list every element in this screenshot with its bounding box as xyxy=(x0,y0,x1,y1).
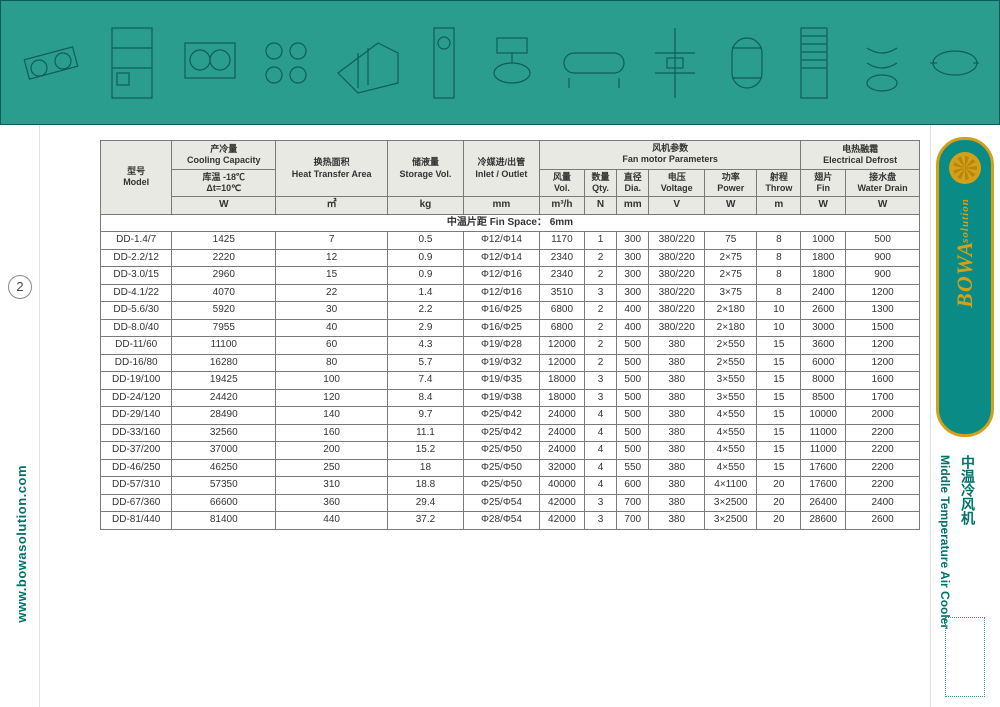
table-unit-row: W㎡kgmm m³/hNmmV WmWW xyxy=(101,197,920,215)
section-row: 中温片距 Fin Space： 6mm xyxy=(101,214,920,232)
product-subtitle-cn: 中温冷风机 xyxy=(958,455,978,525)
decorative-box xyxy=(945,617,985,697)
table-row: DD-67/3606660036029.4Φ25/Φ54420003700380… xyxy=(101,494,920,512)
schematic-icon xyxy=(256,23,310,103)
table-row: DD-8.0/407955402.9Φ16/Φ2568002400380/220… xyxy=(101,319,920,337)
table-row: DD-24/120244201208.4Φ19/Φ381800035003803… xyxy=(101,389,920,407)
schematic-icon xyxy=(482,23,536,103)
left-gutter: 2 www.bowasolution.com xyxy=(0,125,40,707)
table-row: DD-57/3105735031018.8Φ25/Φ50400004600380… xyxy=(101,477,920,495)
schematic-icon xyxy=(645,23,699,103)
table-row: DD-3.0/152960150.9Φ12/Φ1623402300380/220… xyxy=(101,267,920,285)
product-subtitle-en: Middle Temperature Air Cooler xyxy=(938,455,952,629)
table-row: DD-33/1603256016011.1Φ25/Φ42240004500380… xyxy=(101,424,920,442)
table-row: DD-19/100194251007.4Φ19/Φ351800035003803… xyxy=(101,372,920,390)
schematic-icon xyxy=(419,18,464,108)
website-url: www.bowasolution.com xyxy=(14,465,29,623)
schematic-icon xyxy=(21,23,84,103)
schematic-icon xyxy=(328,23,400,103)
table-row: DD-81/4408140044037.2Φ28/Φ54420003700380… xyxy=(101,512,920,530)
schematic-icon xyxy=(852,28,906,98)
schematic-icon xyxy=(175,23,238,103)
table-row: DD-4.1/224070221.4Φ12/Φ1635103300380/220… xyxy=(101,284,920,302)
page-number: 2 xyxy=(8,275,32,299)
brand-name: BOWAsolution xyxy=(952,198,978,308)
schematic-icon xyxy=(789,18,834,108)
table-row: DD-37/2003700020015.2Φ25/Φ50240004500380… xyxy=(101,442,920,460)
table-row: DD-16/8016280805.7Φ19/Φ321200025003802×5… xyxy=(101,354,920,372)
table-row: DD-5.6/305920302.2Φ16/Φ2568002400380/220… xyxy=(101,302,920,320)
spec-table: 型号Model 产冷量Cooling Capacity 换热面积Heat Tra… xyxy=(100,140,920,530)
table-row: DD-11/6011100604.3Φ19/Φ281200025003802×5… xyxy=(101,337,920,355)
schematic-icon xyxy=(717,23,771,103)
schematic-icon xyxy=(554,28,626,98)
brand-badge: BOWAsolution xyxy=(936,137,994,437)
table-row: DD-1.4/7142570.5Φ12/Φ1411701300380/22075… xyxy=(101,232,920,250)
brand-logo-icon xyxy=(949,152,981,184)
table-row: DD-46/2504625025018Φ25/Φ503200045503804×… xyxy=(101,459,920,477)
schematic-icon xyxy=(102,18,156,108)
table-row: DD-29/140284901409.7Φ25/Φ422400045003804… xyxy=(101,407,920,425)
table-header-row: 型号Model 产冷量Cooling Capacity 换热面积Heat Tra… xyxy=(101,141,920,170)
schematic-icon xyxy=(925,33,979,93)
table-row: DD-2.2/122220120.9Φ12/Φ1423402300380/220… xyxy=(101,249,920,267)
header-banner xyxy=(0,0,1000,125)
right-rail: BOWAsolution Middle Temperature Air Cool… xyxy=(930,125,1000,707)
